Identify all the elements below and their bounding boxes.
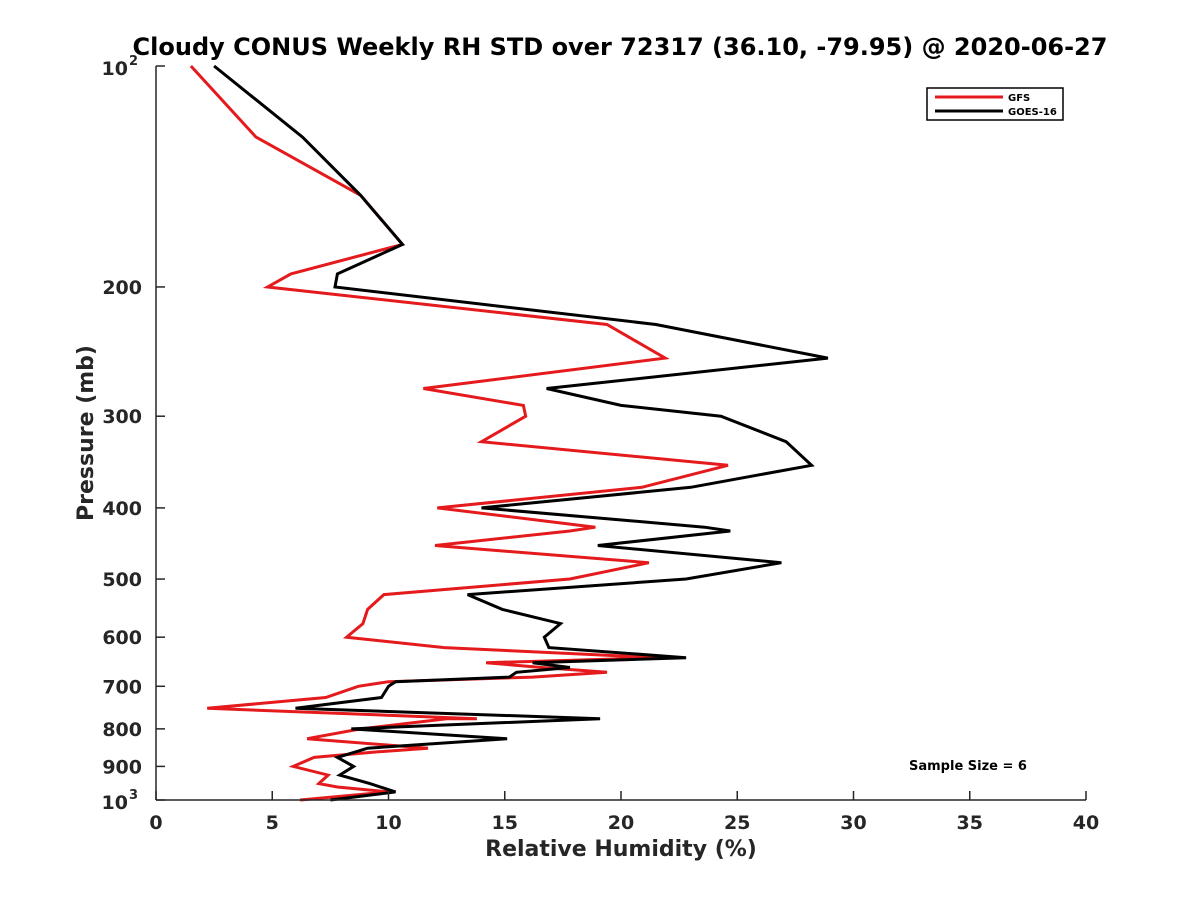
y-tick-label: 700 xyxy=(102,676,142,698)
legend: GFS GOES-16 xyxy=(926,87,1064,121)
x-tick-label: 15 xyxy=(492,812,518,834)
x-tick-label: 35 xyxy=(957,812,983,834)
series-line-1 xyxy=(189,64,729,802)
sample-size-annotation: Sample Size = 6 xyxy=(909,759,1027,774)
y-tick-label: 10 xyxy=(102,58,128,80)
legend-label: GFS xyxy=(1008,93,1030,104)
y-tick-exponent: 2 xyxy=(129,54,138,69)
x-tick-label: 25 xyxy=(724,812,750,834)
series-layer xyxy=(189,64,829,802)
y-axis-label: Pressure (mb) xyxy=(74,345,99,521)
x-tick-label: 0 xyxy=(149,812,162,834)
x-tick-label: 5 xyxy=(266,812,279,834)
y-tick-label: 10 xyxy=(102,792,128,814)
y-tick-label: 900 xyxy=(102,756,142,778)
y-tick-label: 400 xyxy=(102,498,142,520)
x-tick-label: 10 xyxy=(375,812,401,834)
y-tick-label: 800 xyxy=(102,719,142,741)
series-line-2 xyxy=(213,64,829,802)
legend-box xyxy=(926,87,1064,121)
x-tick-label: 20 xyxy=(608,812,634,834)
legend-label: GOES-16 xyxy=(1008,107,1057,118)
x-tick-label: 30 xyxy=(840,812,866,834)
x-axis-label: Relative Humidity (%) xyxy=(485,837,757,862)
y-tick-exponent: 3 xyxy=(129,788,138,803)
y-tick-label: 200 xyxy=(102,277,142,299)
y-tick-label: 500 xyxy=(102,569,142,591)
x-tick-label: 40 xyxy=(1073,812,1099,834)
y-tick-label: 600 xyxy=(102,627,142,649)
y-tick-label: 300 xyxy=(102,406,142,428)
chart-title: Cloudy CONUS Weekly RH STD over 72317 (3… xyxy=(133,33,1108,61)
